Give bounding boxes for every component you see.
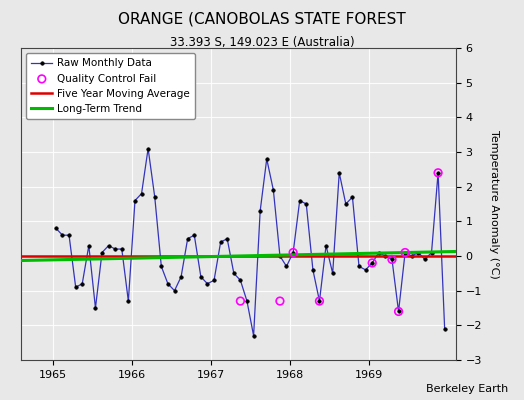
Quality Control Fail bbox=[236, 298, 245, 304]
Raw Monthly Data bbox=[53, 226, 59, 231]
Quality Control Fail bbox=[395, 308, 403, 315]
Raw Monthly Data bbox=[310, 268, 316, 272]
Quality Control Fail bbox=[315, 298, 324, 304]
Legend: Raw Monthly Data, Quality Control Fail, Five Year Moving Average, Long-Term Tren: Raw Monthly Data, Quality Control Fail, … bbox=[26, 53, 195, 119]
Raw Monthly Data bbox=[158, 264, 165, 269]
Line: Raw Monthly Data: Raw Monthly Data bbox=[54, 147, 446, 338]
Raw Monthly Data bbox=[184, 236, 191, 241]
Quality Control Fail bbox=[368, 260, 376, 266]
Raw Monthly Data bbox=[171, 288, 178, 293]
Raw Monthly Data bbox=[191, 233, 198, 238]
Quality Control Fail bbox=[434, 170, 442, 176]
Quality Control Fail bbox=[401, 249, 409, 256]
Raw Monthly Data bbox=[145, 146, 151, 151]
Quality Control Fail bbox=[388, 256, 396, 263]
Text: Berkeley Earth: Berkeley Earth bbox=[426, 384, 508, 394]
Raw Monthly Data bbox=[118, 247, 125, 252]
Text: 33.393 S, 149.023 E (Australia): 33.393 S, 149.023 E (Australia) bbox=[170, 36, 354, 49]
Y-axis label: Temperature Anomaly (°C): Temperature Anomaly (°C) bbox=[489, 130, 499, 278]
Quality Control Fail bbox=[276, 298, 284, 304]
Raw Monthly Data bbox=[250, 333, 257, 338]
Quality Control Fail bbox=[289, 249, 297, 256]
Text: ORANGE (CANOBOLAS STATE FOREST: ORANGE (CANOBOLAS STATE FOREST bbox=[118, 12, 406, 27]
Raw Monthly Data bbox=[442, 326, 448, 331]
